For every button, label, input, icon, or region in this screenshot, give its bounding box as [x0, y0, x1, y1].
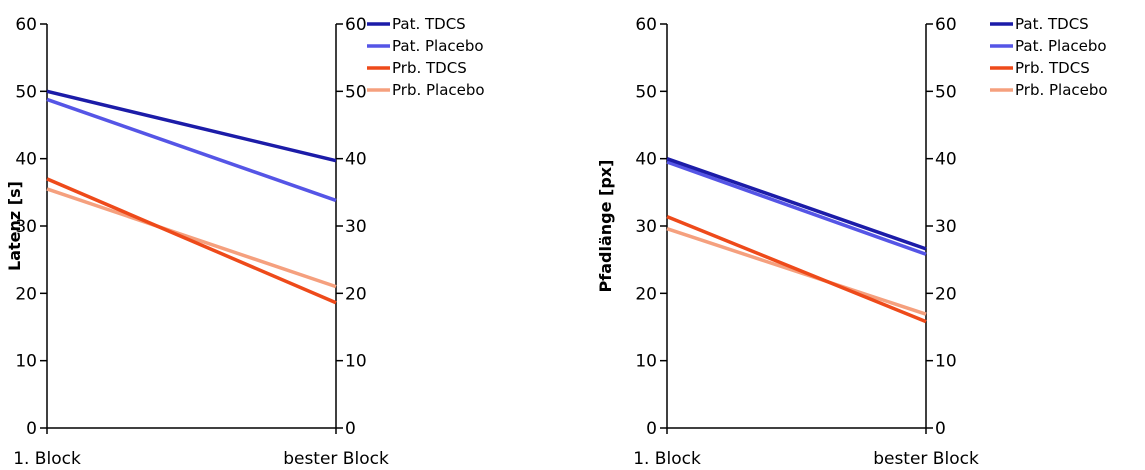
y-tick-left-label: 20 [635, 284, 657, 304]
series-line-pat-placebo [46, 97, 337, 203]
y-tick-right-label: 40 [935, 150, 957, 170]
y-tick-right-label: 50 [935, 82, 957, 102]
legend: Pat. TDCS Pat. Placebo Prb. TDCS Prb. Place… [990, 15, 1108, 99]
series-line-pat-tdcs [46, 89, 337, 163]
series-line-pat-placebo [666, 160, 927, 256]
y-axis-title: Pfadlänge [px] [596, 160, 615, 293]
series-line-prb-tdcs [666, 214, 927, 324]
legend-label: Prb. Placebo [392, 81, 485, 99]
legend-label: Pat. Placebo [392, 37, 484, 55]
y-tick-left-label: 10 [15, 352, 37, 372]
legend-label: Prb. TDCS [1015, 59, 1090, 77]
series-line-prb-placebo [666, 227, 927, 316]
y-tick-right-label: 10 [935, 352, 957, 372]
legend-label: Pat. TDCS [1015, 15, 1089, 33]
y-tick-left-label: 30 [15, 217, 37, 237]
y-tick-right-label: 0 [935, 419, 946, 439]
y-tick-right-label: 50 [345, 82, 367, 102]
y-tick-right-label: 20 [345, 284, 367, 304]
y-tick-right-label: 60 [345, 15, 367, 35]
y-tick-left-label: 0 [646, 419, 657, 439]
y-tick-left-label: 0 [26, 419, 37, 439]
legend-label: Prb. TDCS [392, 59, 467, 77]
y-tick-right-label: 30 [935, 217, 957, 237]
legend-label: Pat. Placebo [1015, 37, 1107, 55]
y-tick-left-label: 50 [15, 82, 37, 102]
y-tick-right-label: 40 [345, 150, 367, 170]
y-tick-left-label: 30 [635, 217, 657, 237]
x-tick-label: 1. Block [13, 449, 81, 469]
legend: Pat. TDCS Pat. Placebo Prb. TDCS Prb. Place… [367, 15, 485, 99]
y-tick-left-label: 10 [635, 352, 657, 372]
y-tick-right-label: 60 [935, 15, 957, 35]
y-axis-title: Latenz [s] [5, 181, 24, 271]
y-tick-left-label: 40 [15, 150, 37, 170]
y-tick-right-label: 10 [345, 352, 367, 372]
chart-panel-1: 0 0 10 10 20 20 30 30 40 40 50 50 60 60 1. Block bester… [5, 15, 485, 469]
x-tick-label: 1. Block [633, 449, 701, 469]
series-line-prb-placebo [46, 187, 337, 289]
y-tick-left-label: 20 [15, 284, 37, 304]
series-line-pat-tdcs [666, 157, 927, 251]
y-tick-right-label: 0 [345, 419, 356, 439]
y-tick-left-label: 60 [15, 15, 37, 35]
legend-label: Prb. Placebo [1015, 81, 1108, 99]
legend-label: Pat. TDCS [392, 15, 466, 33]
chart-panel-2: 0 0 10 10 20 20 30 30 40 40 50 50 60 60 1. Block bester… [596, 15, 1108, 469]
y-tick-left-label: 40 [635, 150, 657, 170]
series-line-prb-tdcs [46, 177, 337, 305]
x-tick-label: bester Block [283, 449, 389, 469]
x-tick-label: bester Block [873, 449, 979, 469]
y-tick-left-label: 60 [635, 15, 657, 35]
y-tick-right-label: 30 [345, 217, 367, 237]
y-tick-right-label: 20 [935, 284, 957, 304]
y-tick-left-label: 50 [635, 82, 657, 102]
